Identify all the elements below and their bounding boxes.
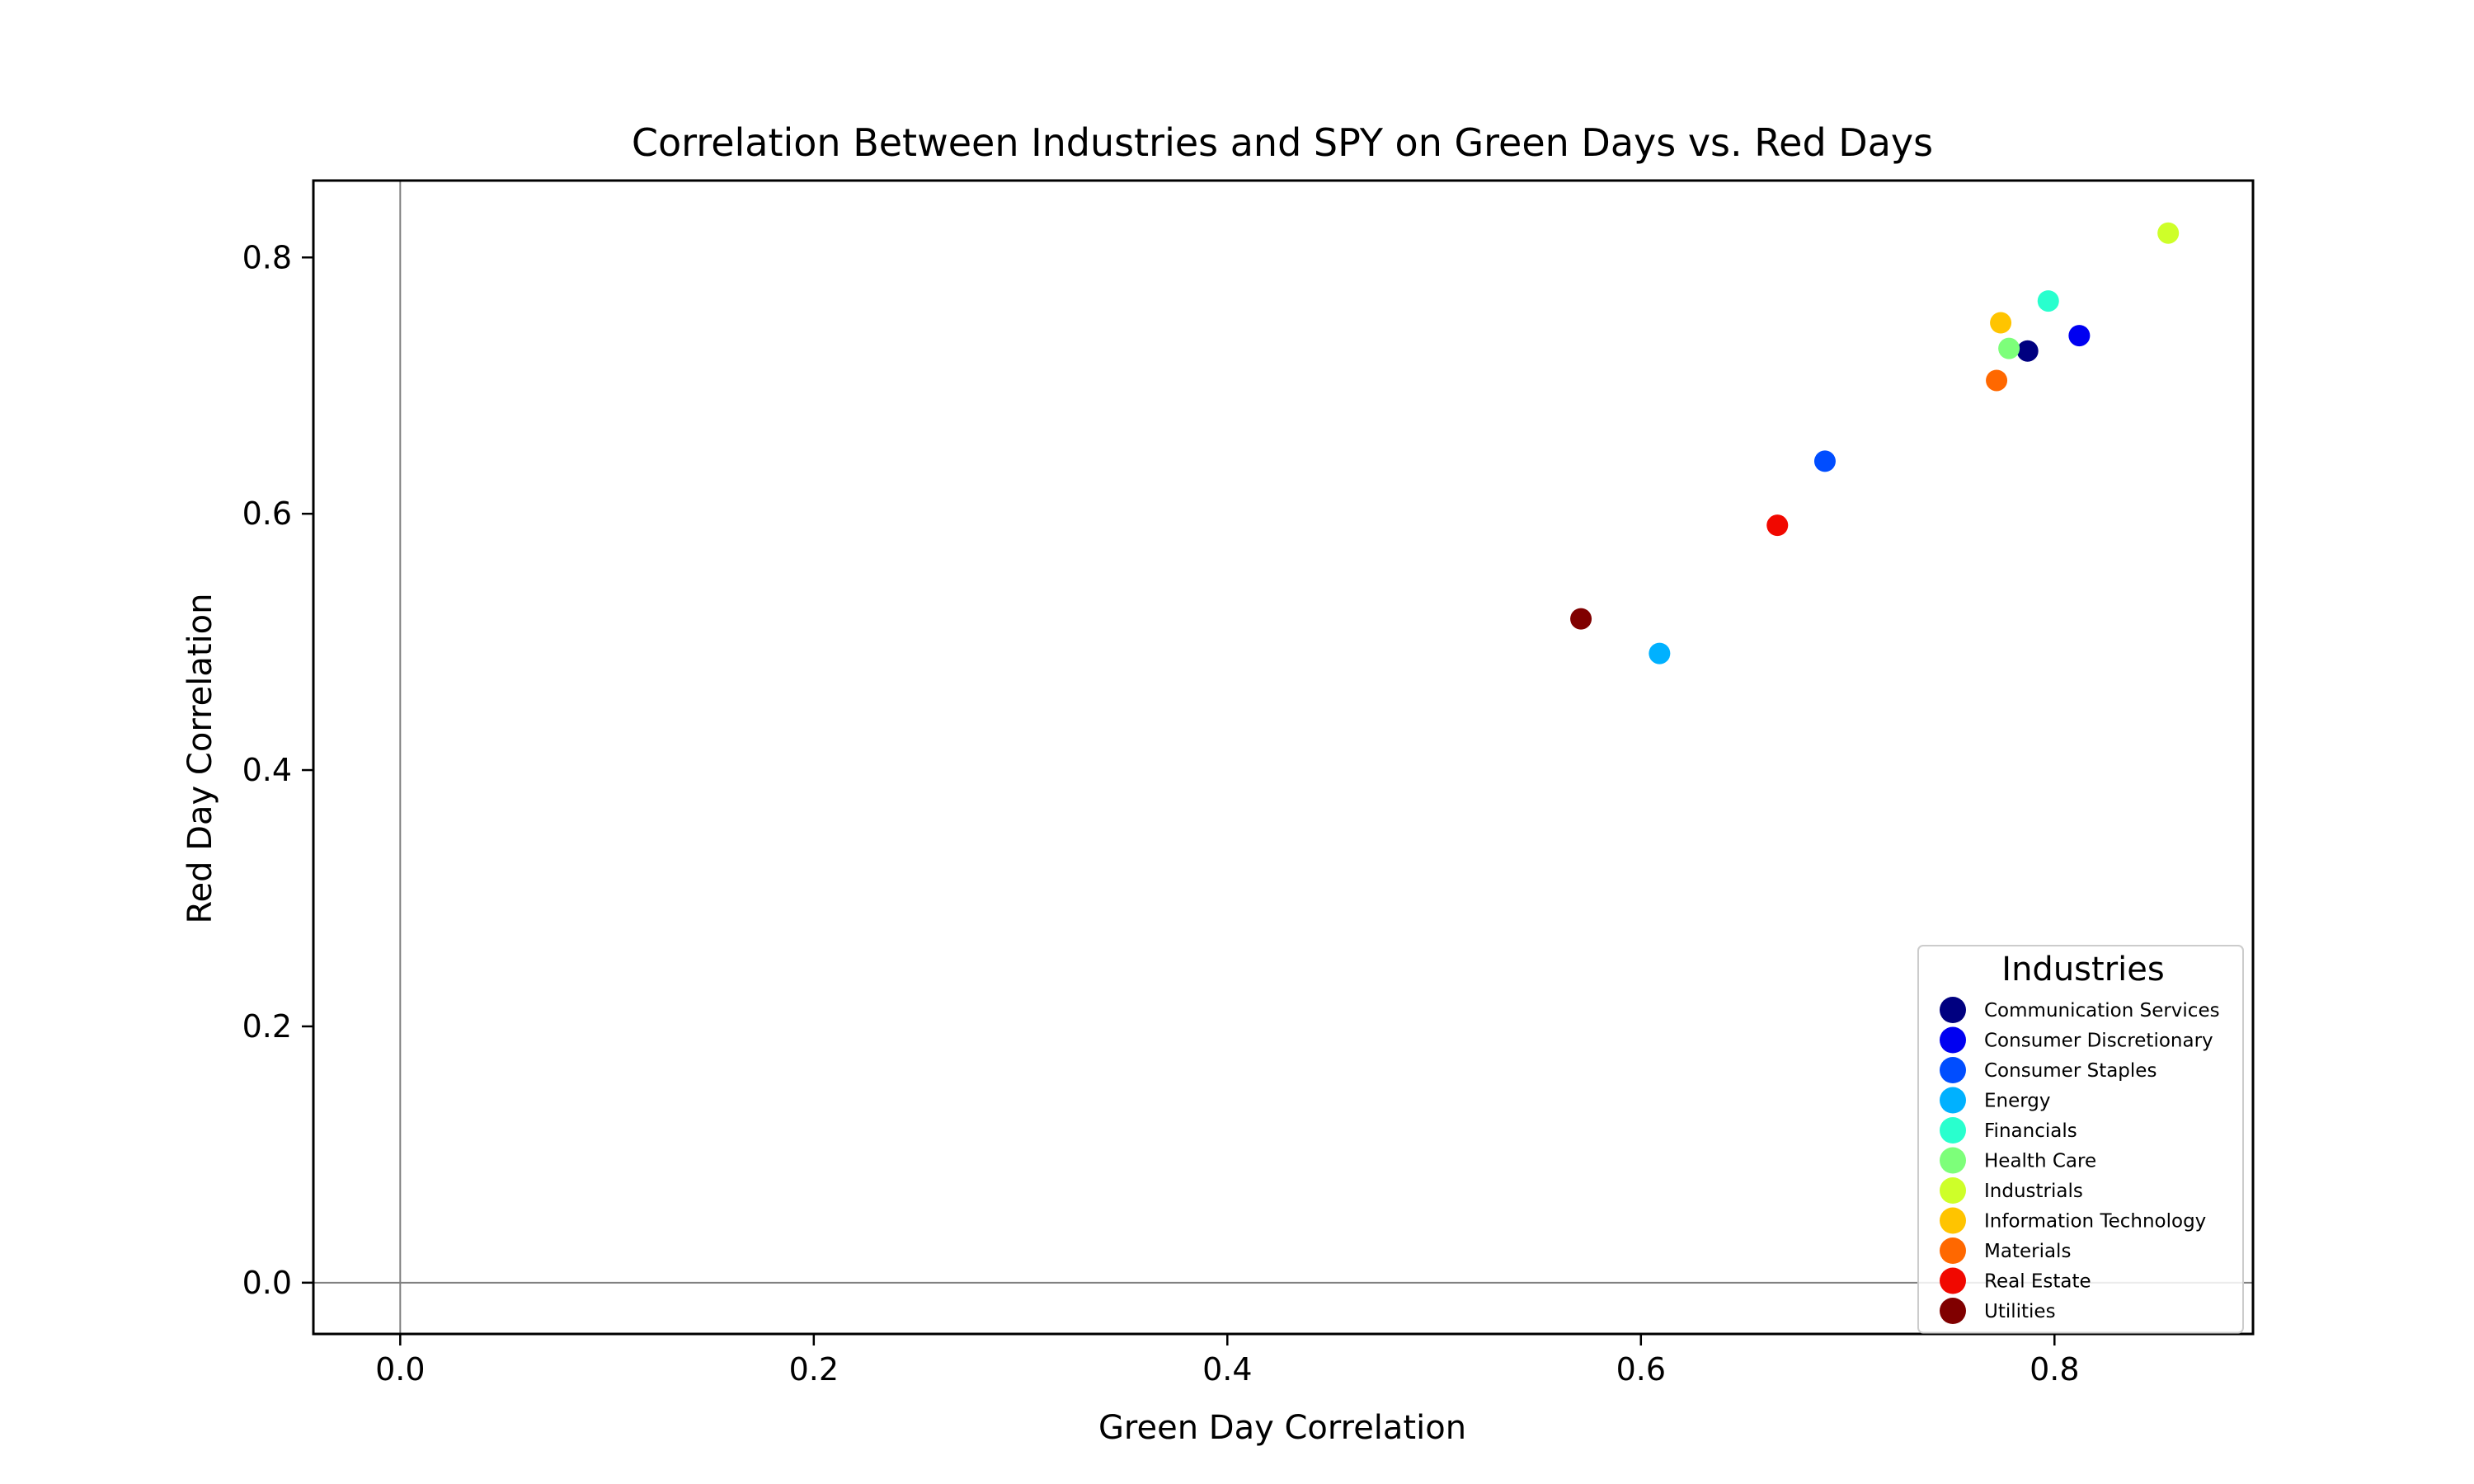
- x-tick-label: 0.4: [1202, 1351, 1252, 1388]
- legend-label: Consumer Discretionary: [1984, 1031, 2213, 1052]
- y-tick-label: 0.4: [242, 752, 292, 788]
- legend-marker: [1940, 1177, 1966, 1204]
- data-point: [1990, 312, 2012, 334]
- legend-marker: [1940, 1147, 1966, 1174]
- legend-title: Industries: [2001, 951, 2164, 989]
- legend-marker: [1940, 1267, 1966, 1294]
- x-axis-label: Green Day Correlation: [1098, 1409, 1466, 1447]
- data-point: [1649, 642, 1671, 665]
- legend-marker: [1940, 1298, 1966, 1324]
- y-tick-label: 0.2: [242, 1008, 292, 1045]
- x-tick-label: 0.8: [2030, 1351, 2079, 1388]
- y-axis-label: Red Day Correlation: [181, 594, 219, 924]
- chart-title: Correlation Between Industries and SPY o…: [632, 120, 1933, 165]
- legend: Industries Communication Services Consumer…: [1917, 945, 2244, 1334]
- data-point: [1998, 337, 2020, 359]
- y-tick-label: 0.0: [242, 1265, 292, 1301]
- data-point: [1570, 608, 1592, 630]
- legend-label: Materials: [1984, 1241, 2071, 1262]
- legend-label: Industrials: [1984, 1181, 2083, 1202]
- data-point: [2016, 340, 2039, 362]
- data-point: [1766, 514, 1789, 537]
- x-tick-label: 0.2: [789, 1351, 839, 1388]
- data-point: [2068, 325, 2091, 347]
- data-point: [1986, 369, 2008, 392]
- legend-label: Energy: [1984, 1091, 2051, 1112]
- legend-label: Consumer Staples: [1984, 1060, 2157, 1082]
- legend-label: Financials: [1984, 1120, 2077, 1142]
- x-tick-label: 0.0: [375, 1351, 425, 1388]
- legend-label: Communication Services: [1984, 1000, 2220, 1021]
- legend-label: Real Estate: [1984, 1271, 2091, 1293]
- x-tick-label: 0.6: [1616, 1351, 1666, 1388]
- legend-marker: [1940, 1087, 1966, 1114]
- plot-area: 0.0 0.2 0.4 0.6 0.8 0.0 0.2 0.4 0.6 0.8: [242, 179, 2255, 1388]
- legend-marker: [1940, 1026, 1966, 1054]
- legend-marker: [1940, 1057, 1966, 1083]
- data-point: [2037, 290, 2059, 312]
- data-point: [1813, 450, 1836, 472]
- legend-label: Information Technology: [1984, 1211, 2206, 1233]
- plot-frame: [312, 179, 2255, 1336]
- legend-marker: [1940, 1207, 1966, 1234]
- legend-box: [1917, 945, 2244, 1334]
- legend-marker: [1940, 997, 1966, 1023]
- y-tick-label: 0.8: [242, 239, 292, 275]
- legend-marker: [1940, 1117, 1966, 1144]
- data-point: [2157, 222, 2180, 244]
- legend-marker: [1940, 1237, 1966, 1264]
- legend-label: Health Care: [1984, 1151, 2096, 1172]
- legend-label: Utilities: [1984, 1301, 2056, 1322]
- y-tick-label: 0.6: [242, 495, 292, 532]
